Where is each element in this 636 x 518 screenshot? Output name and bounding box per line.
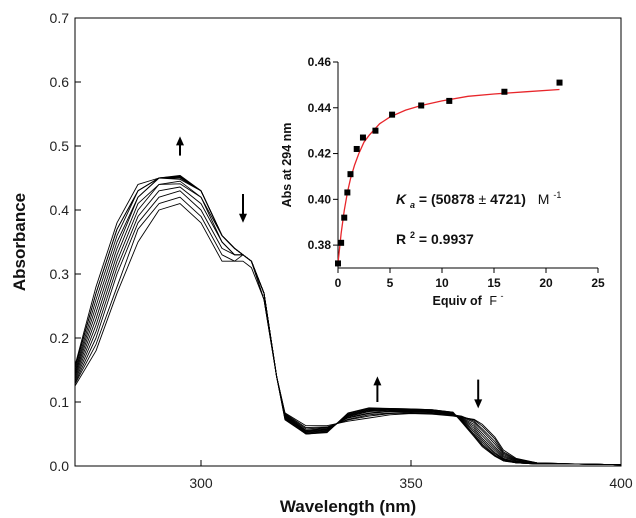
inset-x-axis-title-symbol: F — [489, 294, 497, 308]
inset-y-tick-label: 0.42 — [308, 147, 332, 161]
main-y-tick-label: 0.5 — [50, 138, 70, 154]
spectrum-line-8 — [74, 177, 622, 466]
main-y-tick-label: 0.2 — [50, 330, 70, 346]
inset-data-point — [353, 145, 360, 152]
inset-x-axis-title-sup: - — [500, 291, 503, 301]
spectral-change-arrows — [176, 136, 483, 409]
inset-x-axis-title-text: Equiv of — [433, 294, 483, 308]
main-x-tick-label: 400 — [609, 475, 633, 491]
main-y-axis-ticks: 0.0 0.1 0.2 0.3 0.4 0.5 0.6 0.7 — [50, 10, 81, 474]
inset-x-tick-label: 0 — [335, 276, 342, 290]
inset-x-tick-label: 20 — [539, 276, 553, 290]
main-x-tick-label: 350 — [399, 475, 423, 491]
inset-data-point — [418, 102, 425, 109]
inset-x-axis-title: Equiv of F - — [433, 291, 504, 308]
spectrum-line-1 — [74, 203, 622, 466]
r-value: = 0.9937 — [419, 231, 474, 247]
ka-value: = (50878 — [419, 191, 475, 207]
spectrum-line-4 — [74, 186, 622, 466]
inset-x-tick-label: 25 — [591, 276, 605, 290]
inset-data-point — [335, 260, 341, 267]
inset-data-point — [344, 189, 351, 196]
inset-x-tick-label: 5 — [387, 276, 394, 290]
main-plot-frame — [74, 17, 622, 467]
r-superscript: 2 — [410, 230, 415, 240]
inset-data-point — [446, 97, 453, 104]
ka-subscript: a — [410, 200, 415, 210]
main-y-tick-label: 0.7 — [50, 10, 70, 26]
spectra-series-group — [74, 174, 622, 466]
inset-y-tick-label: 0.44 — [308, 101, 332, 115]
inset-x-axis-ticks: 0 5 10 15 20 25 — [335, 268, 605, 290]
spectrum-line-3 — [74, 190, 622, 466]
spectrum-line-9 — [74, 176, 622, 466]
inset-data-point — [359, 134, 366, 141]
main-y-tick-label: 0.0 — [50, 458, 70, 474]
inset-data-points — [335, 79, 563, 267]
arrow-down-4 — [474, 379, 483, 409]
r-symbol: R — [396, 231, 406, 247]
inset-y-tick-label: 0.40 — [308, 192, 332, 206]
ka-unit-sup: -1 — [553, 190, 561, 200]
r-squared-annotation: R 2 = 0.9937 — [396, 225, 474, 247]
main-x-axis-title: Wavelength (nm) — [280, 497, 416, 516]
inset-data-point — [338, 239, 345, 246]
inset-data-point — [341, 214, 348, 221]
arrow-down-2 — [239, 194, 247, 223]
spectrum-line-7 — [74, 177, 622, 466]
arrow-up-1 — [176, 136, 184, 156]
main-y-tick-label: 0.3 — [50, 266, 70, 282]
ka-symbol: K — [396, 191, 407, 207]
inset-data-point — [556, 79, 563, 86]
spectrum-line-5 — [74, 183, 622, 466]
inset-data-point — [389, 111, 396, 118]
main-x-axis-ticks: 300 350 400 — [189, 460, 633, 491]
inset-y-tick-label: 0.38 — [308, 238, 332, 252]
inset-data-point — [347, 171, 354, 178]
main-y-tick-label: 0.4 — [50, 202, 70, 218]
inset-x-tick-label: 10 — [435, 276, 449, 290]
spectrum-line-6 — [74, 180, 622, 466]
inset-x-tick-label: 15 — [487, 276, 501, 290]
inset-y-axis-ticks: 0.38 0.40 0.42 0.44 0.46 — [308, 55, 338, 252]
main-x-tick-label: 300 — [189, 475, 213, 491]
spectrum-line-12 — [74, 174, 622, 466]
ka-error: 4721) — [490, 191, 526, 207]
main-y-axis-title: Absorbance — [10, 193, 29, 291]
arrow-up-3 — [373, 376, 382, 402]
inset-binding-plot: 0 5 10 15 20 25 0.38 0.40 0.42 0.44 0.46 Equiv of… — [280, 55, 605, 308]
spectrum-line-2 — [74, 196, 622, 466]
ka-annotation: K a = (50878 ± 4721) M -1 — [396, 190, 561, 211]
ka-unit: M — [538, 191, 550, 207]
main-y-tick-label: 0.1 — [50, 394, 70, 410]
inset-data-point — [372, 127, 379, 134]
ka-plus-minus: ± — [478, 191, 486, 207]
inset-y-axis-title: Abs at 294 nm — [280, 123, 294, 208]
main-y-tick-label: 0.6 — [50, 74, 70, 90]
inset-y-tick-label: 0.46 — [308, 55, 332, 69]
inset-data-point — [501, 88, 508, 95]
